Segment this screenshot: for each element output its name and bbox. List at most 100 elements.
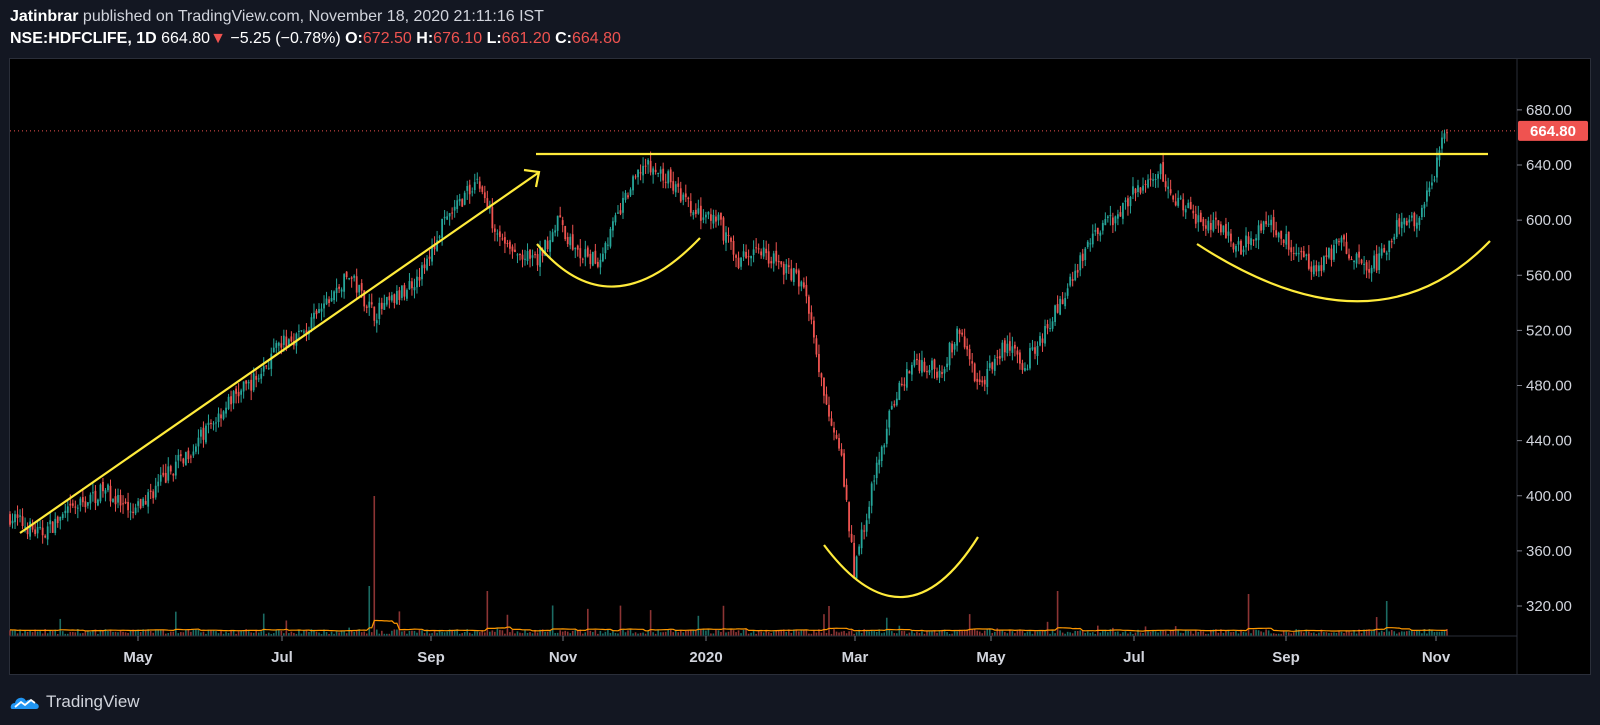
volume-bar xyxy=(54,629,57,636)
volume-bar xyxy=(531,633,534,636)
symbol-label[interactable]: NSE:HDFCLIFE, 1D xyxy=(10,30,157,47)
volume-bar xyxy=(569,633,572,636)
candle-body xyxy=(1312,265,1315,275)
candle-body xyxy=(805,284,808,297)
volume-bar xyxy=(373,496,376,636)
candle-body xyxy=(122,503,124,505)
volume-bar xyxy=(1079,630,1082,636)
volume-bar xyxy=(1408,630,1411,636)
volume-bar xyxy=(1147,631,1149,636)
volume-bar xyxy=(262,613,265,636)
candle-body xyxy=(212,423,215,425)
candle-body xyxy=(629,189,632,196)
volume-bar xyxy=(74,632,77,636)
candle-body xyxy=(1214,217,1217,220)
candle-body xyxy=(802,282,805,288)
candle-body xyxy=(348,278,351,280)
candle-body xyxy=(114,496,117,505)
volume-bar xyxy=(1011,631,1014,636)
volume-bar xyxy=(1179,632,1182,636)
candle-body xyxy=(41,527,44,536)
candle-body xyxy=(1154,178,1157,180)
candle-body xyxy=(539,248,541,267)
candle-body xyxy=(1199,212,1202,222)
candle-body xyxy=(536,254,539,266)
cup-curve-2[interactable] xyxy=(823,536,979,599)
cup-curve-1[interactable] xyxy=(536,237,701,288)
candle-body xyxy=(715,216,717,222)
candle-body xyxy=(335,287,338,294)
chart-frame[interactable] xyxy=(9,58,1591,675)
candle-body xyxy=(1069,276,1072,286)
candle-body xyxy=(1164,181,1167,188)
candle-body xyxy=(328,299,330,304)
candle-body xyxy=(461,199,464,207)
candle-body xyxy=(998,356,1001,359)
volume-bar xyxy=(1418,630,1421,636)
cup-curve-3[interactable] xyxy=(1196,240,1491,303)
volume-bar xyxy=(461,633,464,636)
volume-bar xyxy=(1197,632,1200,636)
volume-bar xyxy=(313,630,315,636)
volume-bar xyxy=(375,629,378,636)
candle-body xyxy=(471,191,474,193)
author-name[interactable]: Jatinbrar xyxy=(10,8,79,25)
candle-body xyxy=(220,414,222,419)
volume-bar xyxy=(787,629,790,636)
volume-bar xyxy=(627,630,629,636)
candle-body xyxy=(305,330,308,335)
time-axis[interactable]: May Jul Sep Nov 2020 Mar May Jul Sep Nov xyxy=(123,636,1451,666)
volume-bar xyxy=(602,633,604,636)
tradingview-logo-icon[interactable] xyxy=(10,693,40,711)
candle-body xyxy=(885,428,888,444)
volume-bar xyxy=(516,631,519,636)
candle-body xyxy=(1368,269,1371,273)
volume-bar xyxy=(169,631,172,636)
candle-body xyxy=(225,407,227,414)
candle-body xyxy=(807,296,810,314)
candle-body xyxy=(1232,243,1235,250)
low-value: 661.20 xyxy=(501,30,551,47)
volume-bar xyxy=(391,630,393,636)
volume-bar xyxy=(805,629,808,636)
candle-body xyxy=(948,342,951,366)
candle-body xyxy=(1086,241,1089,247)
candle-body xyxy=(1280,230,1283,239)
candle-body xyxy=(476,178,479,180)
volume-bar xyxy=(760,631,762,636)
trend-arrow-line[interactable] xyxy=(19,172,539,534)
candle-body xyxy=(1320,265,1323,271)
price-axis[interactable]: 680.00 640.00 600.00 560.00 520.00 480.00 440.… xyxy=(1517,102,1572,615)
volume-bar xyxy=(1202,631,1205,636)
candle-body xyxy=(117,494,119,503)
volume-bar xyxy=(1024,633,1026,636)
candle-body xyxy=(31,523,34,530)
down-arrow-icon: ▼ xyxy=(210,30,226,47)
candle-body xyxy=(604,243,607,254)
candle-body xyxy=(830,418,833,426)
volume-bar xyxy=(1338,630,1340,636)
volume-bar xyxy=(1385,601,1388,636)
candle-body xyxy=(14,514,16,523)
footer-brand[interactable]: TradingView xyxy=(46,692,140,711)
volume-bar xyxy=(66,633,69,636)
volume-bar xyxy=(632,633,634,636)
candle-body xyxy=(1036,345,1039,356)
candle-body xyxy=(534,254,536,256)
volume-bar xyxy=(1064,633,1066,636)
volume-bar xyxy=(34,629,36,636)
candle-body xyxy=(390,295,393,301)
volume-bar xyxy=(622,629,624,636)
volume-bar xyxy=(551,605,554,636)
candle-body xyxy=(845,484,848,500)
volume-bar xyxy=(818,629,820,636)
volume-bar xyxy=(742,629,745,636)
candle-body xyxy=(908,371,911,374)
candle-body xyxy=(338,286,341,289)
volume-bar xyxy=(669,629,672,636)
volume-bar xyxy=(848,631,850,636)
volume-bar xyxy=(800,630,803,636)
volume-bar xyxy=(240,630,242,636)
candle-body xyxy=(44,535,47,538)
